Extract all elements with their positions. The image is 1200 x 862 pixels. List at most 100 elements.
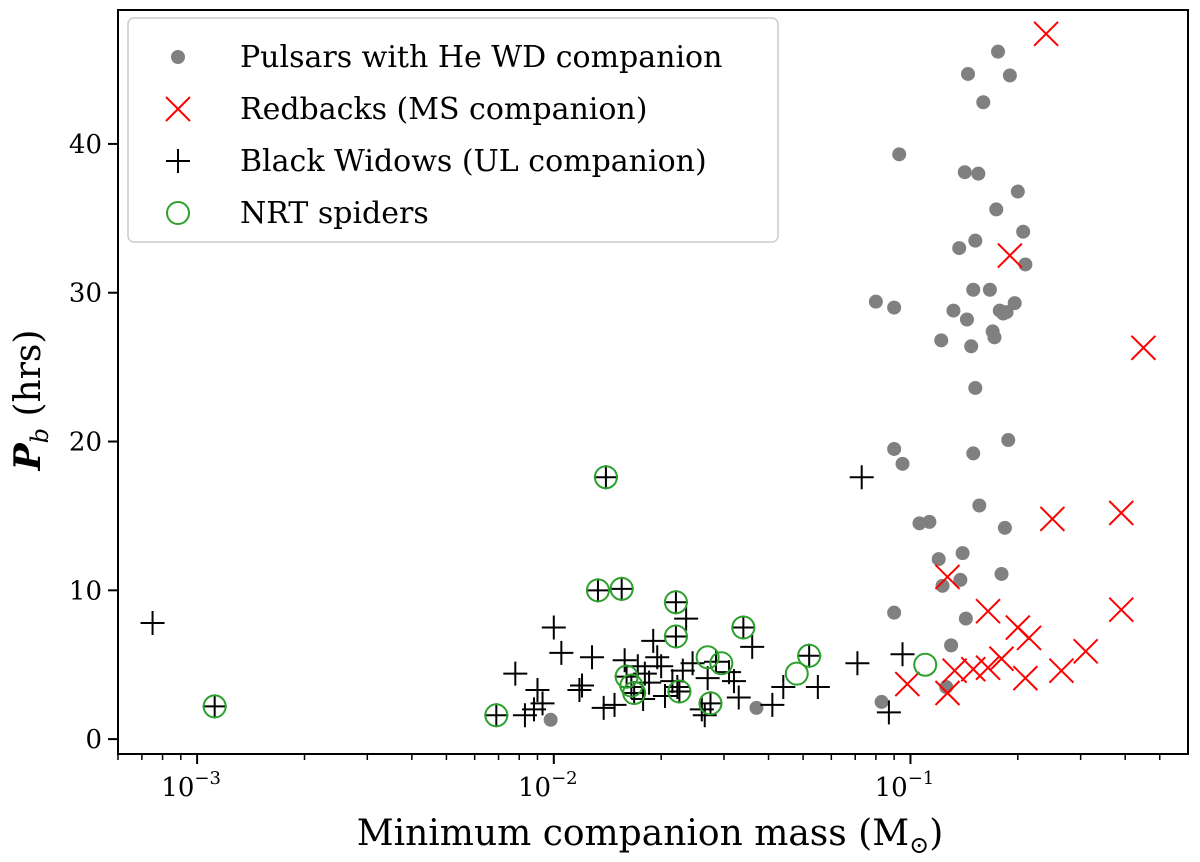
circle-point	[698, 691, 723, 716]
plus-point	[609, 576, 634, 601]
plus-point	[649, 654, 674, 679]
plus-point	[585, 578, 610, 603]
plus-point	[541, 615, 566, 640]
circle-point	[667, 679, 692, 704]
dot-point	[946, 303, 961, 318]
dot-point	[953, 572, 968, 587]
legend-marker-dot	[171, 50, 185, 64]
y-tick-label: 10	[69, 576, 102, 606]
plus-point	[876, 700, 901, 725]
dot-point	[1018, 257, 1033, 272]
plus-point	[530, 691, 555, 716]
dot-point	[887, 441, 902, 456]
circle-point	[913, 652, 938, 677]
legend-entry-black-widows-ul-companion: Black Widows (UL companion)	[166, 144, 707, 179]
circle-point	[593, 465, 618, 490]
y-axis-title: Pb (hrs)	[7, 330, 54, 472]
legend-entry-pulsars-with-he-wd-companion: Pulsars with He WD companion	[171, 40, 722, 75]
legend-label: Black Widows (UL companion)	[240, 144, 707, 179]
dot-point	[922, 514, 937, 529]
plus-point	[663, 624, 688, 649]
plus-point	[760, 692, 785, 717]
x-point	[934, 680, 961, 706]
plus-point	[721, 669, 746, 694]
x-point	[988, 646, 1015, 672]
plus-point	[845, 651, 870, 676]
dot-point	[972, 498, 987, 513]
plus-point	[674, 606, 699, 631]
circle-point	[731, 615, 756, 640]
plus-point	[580, 645, 605, 670]
x-point	[975, 654, 1001, 681]
x-point	[894, 671, 921, 697]
x-tick-label: 10−3	[161, 768, 221, 803]
circle-point	[784, 661, 809, 686]
x-tick-label: 10−2	[518, 768, 578, 803]
x-point	[975, 598, 1001, 624]
plus-point	[695, 666, 720, 691]
circle-point	[663, 624, 688, 649]
dot-point	[892, 147, 907, 162]
circle-point	[585, 578, 610, 603]
series-pulsars-with-he-wd-companion	[543, 44, 1033, 727]
plus-point	[503, 661, 528, 686]
dot-point	[895, 456, 910, 471]
circle-point	[202, 694, 227, 719]
plus-point	[692, 703, 717, 728]
plus-point	[202, 694, 227, 719]
plus-point	[771, 675, 796, 700]
plus-point	[726, 685, 751, 710]
legend-entry-redbacks-ms-companion: Redbacks (MS companion)	[165, 92, 647, 127]
circle-point	[484, 703, 509, 728]
legend-marker-x	[165, 96, 191, 122]
x-point	[1108, 596, 1134, 623]
x-point	[934, 564, 961, 590]
dot-point	[749, 700, 764, 715]
x-point	[1039, 506, 1066, 532]
y-tick-label: 20	[69, 428, 102, 458]
legend-label: NRT spiders	[240, 196, 429, 231]
dot-point	[961, 66, 976, 81]
plus-point	[740, 634, 765, 659]
plus-point	[731, 615, 756, 640]
plus-point	[890, 642, 915, 667]
y-tick-label: 0	[85, 725, 102, 755]
dot-point	[868, 294, 883, 309]
legend-marker-plus	[166, 149, 190, 173]
x-point	[997, 242, 1023, 269]
dot-point	[1001, 433, 1016, 448]
x-point	[1016, 625, 1042, 651]
x-point	[1130, 335, 1157, 361]
plus-point	[549, 640, 574, 665]
dot-point	[966, 446, 981, 461]
x-point	[1073, 638, 1099, 665]
legend-marker-circle	[166, 201, 190, 225]
x-point	[1108, 500, 1134, 526]
circle-point	[622, 680, 647, 705]
x-axis-title: Minimum companion mass (M⊙)	[357, 813, 944, 859]
x-point	[1012, 665, 1039, 691]
plus-point	[570, 673, 595, 698]
circle-point	[609, 576, 634, 601]
dot-point	[989, 202, 1004, 217]
plus-point	[667, 679, 692, 704]
plus-point	[680, 651, 705, 676]
data-marks	[140, 21, 1157, 728]
dot-point	[935, 578, 950, 593]
dot-point	[994, 566, 1009, 581]
circle-point	[797, 643, 822, 668]
dot-point	[957, 165, 972, 180]
plus-point	[612, 648, 637, 673]
dot-point	[952, 241, 967, 256]
plus-point	[602, 692, 627, 717]
dot-point	[987, 330, 1002, 345]
dot-point	[944, 638, 959, 653]
legend-label: Pulsars with He WD companion	[240, 40, 722, 75]
x-tick-label: 10−1	[875, 768, 935, 803]
circle-point	[695, 645, 720, 670]
dot-point	[997, 520, 1012, 535]
dot-point	[934, 333, 949, 348]
legend-entry-nrt-spiders: NRT spiders	[166, 196, 429, 231]
circle-point	[709, 651, 734, 676]
